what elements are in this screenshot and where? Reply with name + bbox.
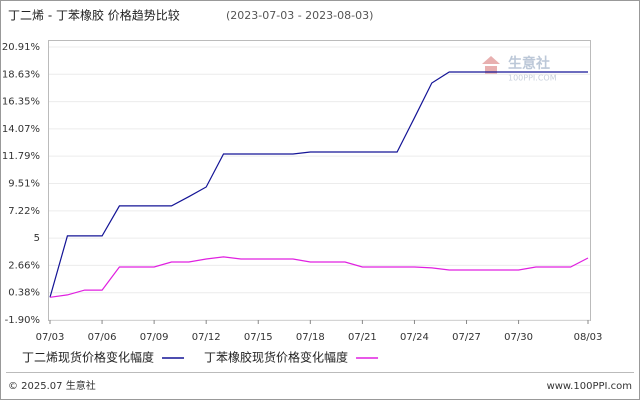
chart-subtitle: (2023-07-03 - 2023-08-03) <box>226 9 373 22</box>
x-tick-label: 07/30 <box>504 332 533 343</box>
watermark-text: 生意社 <box>508 55 550 72</box>
y-tick-label: 2.66% <box>8 260 40 271</box>
watermark-text: 100PPI.COM <box>508 74 557 83</box>
x-tick-label: 07/12 <box>192 332 221 343</box>
legend-label: 丁二烯现货价格变化幅度 <box>22 350 154 365</box>
chart-title: 丁二烯 - 丁苯橡胶 价格趋势比较 <box>8 8 180 23</box>
x-tick-label: 08/03 <box>574 332 603 343</box>
y-tick-label: 18.63% <box>2 69 40 80</box>
y-tick-label: 11.79% <box>2 151 40 162</box>
x-tick-label: 07/21 <box>348 332 377 343</box>
y-tick-label: 9.51% <box>8 178 40 189</box>
y-tick-label: 7.22% <box>8 206 40 217</box>
x-tick-label: 07/24 <box>400 332 429 343</box>
x-tick-label: 07/09 <box>140 332 169 343</box>
footer-left: © 2025.07 生意社 <box>8 379 96 392</box>
y-tick-label: 20.91% <box>2 42 40 53</box>
y-tick-label: 16.35% <box>2 97 40 108</box>
y-tick-label: -1.90% <box>5 315 40 326</box>
x-tick-label: 07/03 <box>36 332 65 343</box>
y-tick-label: 0.38% <box>8 288 40 299</box>
footer-right: www.100PPI.com <box>547 381 632 392</box>
x-tick-label: 07/15 <box>244 332 273 343</box>
watermark-logo <box>482 56 500 74</box>
series-line <box>49 71 588 298</box>
x-tick-label: 07/18 <box>296 332 325 343</box>
x-tick-label: 07/27 <box>452 332 481 343</box>
y-tick-label: 5 <box>34 233 40 244</box>
legend-label: 丁苯橡胶现货价格变化幅度 <box>204 350 348 365</box>
series-line <box>49 256 589 298</box>
watermark: 生意社 100PPI.COM <box>482 55 557 83</box>
x-tick-label: 07/06 <box>88 332 117 343</box>
y-tick-label: 14.07% <box>2 124 40 135</box>
